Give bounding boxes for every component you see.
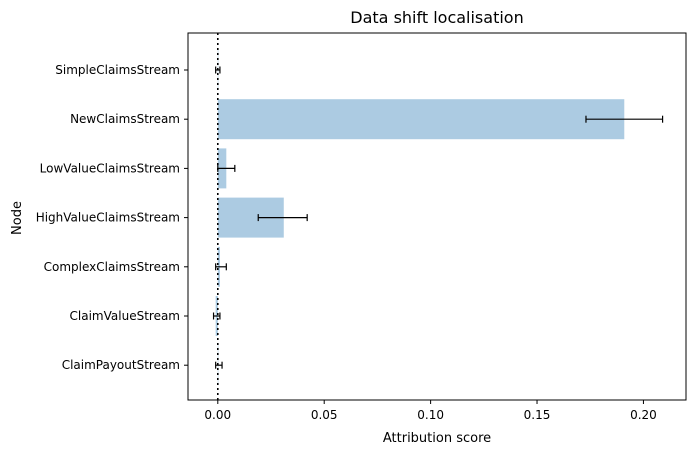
x-axis-title: Attribution score xyxy=(383,431,491,446)
x-tick-label-0: 0.00 xyxy=(204,408,231,422)
y-tick-label-lowvalueclaimsstream: LowValueClaimsStream xyxy=(40,161,180,175)
y-tick-label-claimpayoutstream: ClaimPayoutStream xyxy=(62,358,180,372)
y-axis-title: Node xyxy=(10,201,25,235)
x-tick-label-3: 0.15 xyxy=(524,408,551,422)
x-tick-label-4: 0.20 xyxy=(630,408,657,422)
plot-frame xyxy=(187,32,687,401)
y-tick-label-highvalueclaimsstream: HighValueClaimsStream xyxy=(36,211,180,225)
bar-newclaimsstream xyxy=(217,99,625,140)
y-tick-label-simpleclaimsstream: SimpleClaimsStream xyxy=(55,63,180,77)
y-tick-label-complexclaimsstream: ComplexClaimsStream xyxy=(44,260,180,274)
x-tick-label-1: 0.05 xyxy=(311,408,338,422)
y-tick-label-newclaimsstream: NewClaimsStream xyxy=(70,112,180,126)
x-tick-label-2: 0.10 xyxy=(417,408,444,422)
chart-title: Data shift localisation xyxy=(350,8,523,27)
y-tick-label-claimvaluestream: ClaimValueStream xyxy=(70,309,180,323)
plot-area: SimpleClaimsStream NewClaimsStream LowValu… xyxy=(36,32,687,422)
